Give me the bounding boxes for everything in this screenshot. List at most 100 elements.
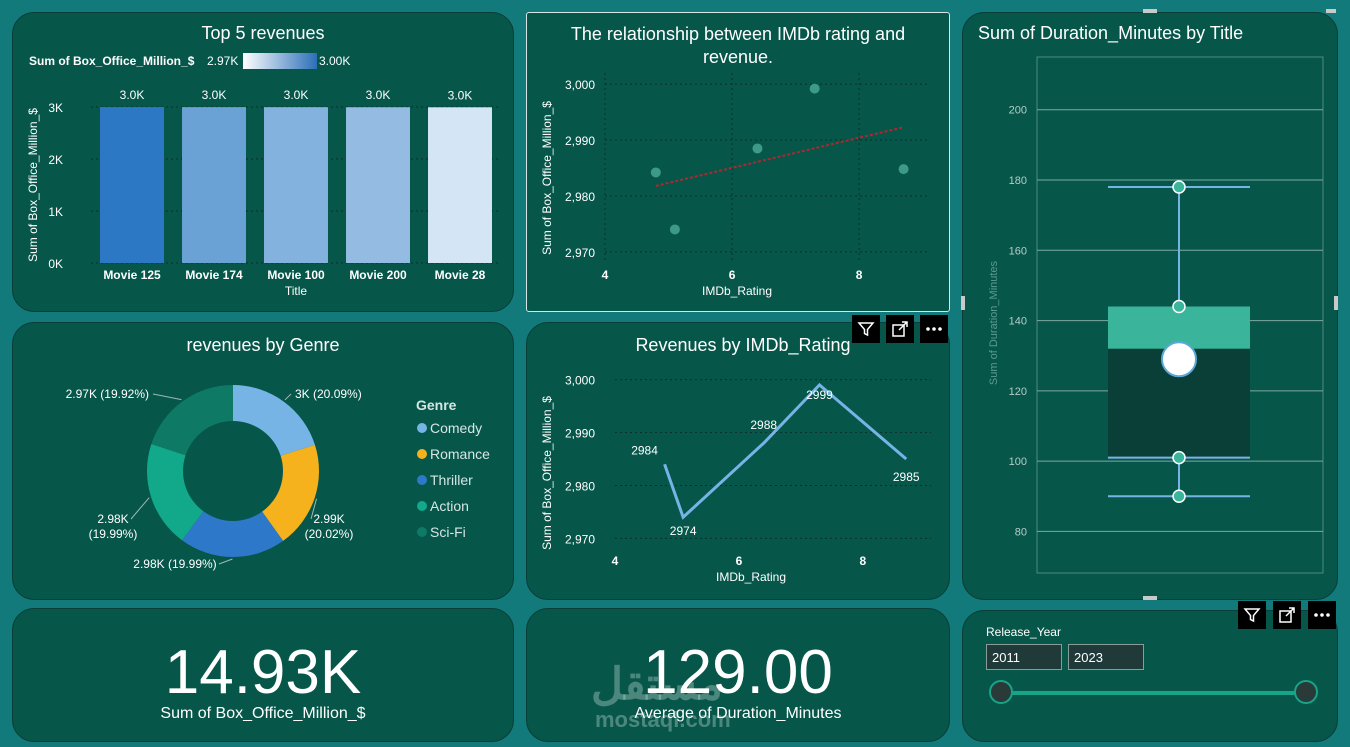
trend-line bbox=[655, 126, 904, 187]
donut-slice bbox=[151, 385, 233, 456]
resize-handle-right[interactable] bbox=[1334, 296, 1338, 310]
box-marker bbox=[1172, 299, 1186, 314]
scatter-card[interactable]: The relationship between IMDb rating and… bbox=[526, 12, 950, 312]
slicer-end-input[interactable]: 2023 bbox=[1068, 644, 1144, 670]
filter-icon-button-slicer[interactable] bbox=[1238, 601, 1266, 629]
y-tick-label: 3,000 bbox=[565, 374, 595, 388]
slice-data-label-pct: (20.02%) bbox=[305, 527, 354, 541]
legend-gradient bbox=[243, 53, 317, 69]
more-options-button-line[interactable] bbox=[920, 315, 948, 343]
scatter-title: The relationship between IMDb rating and… bbox=[527, 23, 949, 69]
x-tick-label: Movie 200 bbox=[349, 268, 407, 282]
legend-title: Sum of Box_Office_Million_$ bbox=[29, 54, 195, 68]
boxplot-title: Sum of Duration_Minutes by Title bbox=[978, 23, 1244, 43]
y-tick-label: 140 bbox=[1009, 316, 1027, 328]
leader-line bbox=[130, 497, 150, 520]
legend-title: Genre bbox=[416, 397, 457, 413]
y-tick-label: 180 bbox=[1009, 175, 1027, 187]
leader-line bbox=[218, 558, 233, 565]
filter-icon bbox=[1243, 608, 1261, 623]
kpi-revenue-card[interactable]: 14.93K Sum of Box_Office_Million_$ bbox=[12, 608, 514, 742]
more-options-button-slicer[interactable] bbox=[1308, 601, 1336, 629]
resize-handle-bottom[interactable] bbox=[1143, 596, 1157, 600]
point-data-label: 2985 bbox=[893, 470, 920, 484]
y-tick-label: 2,970 bbox=[565, 532, 595, 546]
bar-data-label: 3.0K bbox=[284, 88, 309, 102]
y-axis-title: Sum of Box_Office_Million_$ bbox=[540, 101, 554, 255]
x-tick-label: 4 bbox=[612, 554, 619, 568]
x-tick-label: 4 bbox=[602, 268, 609, 282]
leader-line bbox=[152, 393, 182, 401]
filter-icon bbox=[857, 322, 875, 337]
line-card[interactable]: Revenues by IMDb_Rating 2,970 2,980 2,990 3… bbox=[526, 322, 950, 600]
slicer-start-input[interactable]: 2011 bbox=[986, 644, 1062, 670]
line-chart[interactable]: 2,970 2,980 2,990 3,000 4 6 8 2984 2974 2988 2999 2… bbox=[527, 323, 950, 600]
genre-donut-card[interactable]: revenues by Genre 3K (20.09%) 2.99K (20.02… bbox=[12, 322, 514, 600]
legend-item-label: Action bbox=[430, 498, 469, 514]
genre-donut-chart[interactable]: 3K (20.09%) 2.99K(20.02%) 2.98K (19.99%) 2.… bbox=[13, 323, 514, 600]
slice-data-label: 2.98K (19.99%) bbox=[133, 557, 216, 571]
leader-line bbox=[284, 393, 292, 401]
scatter-point bbox=[650, 167, 661, 178]
release-year-slicer[interactable]: Release_Year 2011 2023 bbox=[962, 610, 1338, 742]
legend-min: 2.97K bbox=[207, 54, 238, 68]
scatter-point bbox=[809, 83, 820, 94]
slice-data-label: 3K (20.09%) bbox=[295, 387, 362, 401]
legend-item-label: Romance bbox=[430, 446, 490, 462]
boxplot-card[interactable]: Sum of Duration_Minutes by Title 80 100 12… bbox=[962, 12, 1338, 600]
donut-slice bbox=[233, 385, 315, 456]
mean-marker bbox=[1161, 341, 1197, 378]
kpi-duration-card[interactable]: مستقل mostaql.com 129.00 Average of Dura… bbox=[526, 608, 950, 742]
scatter-title-line2: revenue. bbox=[702, 47, 774, 67]
series-line bbox=[663, 382, 908, 520]
y-tick-label: 160 bbox=[1009, 245, 1027, 257]
kpi-revenue-value: 14.93K bbox=[164, 638, 362, 707]
slicer-handle-end[interactable] bbox=[1294, 680, 1318, 704]
legend-item-label: Sci-Fi bbox=[430, 524, 466, 540]
scatter-point bbox=[898, 164, 909, 175]
slice-data-label: 2.99K bbox=[313, 512, 344, 526]
legend-item-label: Thriller bbox=[430, 472, 473, 488]
y-tick-label: 100 bbox=[1009, 456, 1027, 468]
x-tick-label: Movie 174 bbox=[185, 268, 243, 282]
focus-mode-icon bbox=[1279, 607, 1295, 623]
scatter-point bbox=[752, 143, 763, 154]
top5-revenues-card[interactable]: Top 5 revenues Sum of Box_Office_Million… bbox=[12, 12, 514, 312]
slicer-handle-start[interactable] bbox=[989, 680, 1013, 704]
more-options-icon bbox=[926, 327, 942, 331]
x-tick-label: Movie 28 bbox=[435, 268, 486, 282]
x-tick-label: Movie 100 bbox=[267, 268, 325, 282]
slice-data-label: 2.98K bbox=[97, 512, 128, 526]
bar-data-label: 3.0K bbox=[120, 88, 145, 102]
kpi-revenue-label: Sum of Box_Office_Million_$ bbox=[160, 705, 366, 722]
focus-mode-button-slicer[interactable] bbox=[1273, 601, 1301, 629]
legend-swatch bbox=[417, 449, 427, 459]
box-marker bbox=[1172, 180, 1186, 194]
resize-handle-left[interactable] bbox=[961, 296, 965, 310]
bar-data-label: 3.0K bbox=[202, 88, 227, 102]
bar bbox=[264, 107, 328, 263]
y-tick-label: 2,980 bbox=[565, 190, 595, 204]
resize-handle-corner[interactable] bbox=[1326, 9, 1336, 13]
top5-bar-chart[interactable]: Sum of Box_Office_Million_$ 2.97K 3.00K 0K 1… bbox=[13, 13, 514, 312]
box-marker bbox=[1172, 450, 1186, 465]
bar-data-label: 3.0K bbox=[366, 88, 391, 102]
y-tick-label: 2,980 bbox=[565, 479, 595, 493]
point-data-label: 2988 bbox=[750, 418, 777, 432]
point-data-label: 2984 bbox=[631, 443, 658, 457]
y-tick-label: 120 bbox=[1009, 386, 1027, 398]
box-marker bbox=[1172, 489, 1186, 504]
y-tick-label: 2,990 bbox=[565, 427, 595, 441]
y-tick-label: 1K bbox=[48, 205, 63, 219]
resize-handle-top[interactable] bbox=[1143, 9, 1157, 13]
legend-swatch bbox=[417, 501, 427, 511]
x-axis-title: IMDb_Rating bbox=[702, 284, 772, 298]
slicer-title: Release_Year bbox=[986, 625, 1061, 639]
focus-mode-button-line[interactable] bbox=[886, 315, 914, 343]
y-tick-label: 2K bbox=[48, 153, 63, 167]
y-tick-label: 80 bbox=[1015, 526, 1027, 538]
scatter-chart[interactable]: 2,970 2,980 2,990 3,000 4 6 8 IMDb_Rating Sum of… bbox=[527, 13, 950, 312]
filter-icon-button-line[interactable] bbox=[852, 315, 880, 343]
slicer-track[interactable] bbox=[1001, 691, 1307, 695]
